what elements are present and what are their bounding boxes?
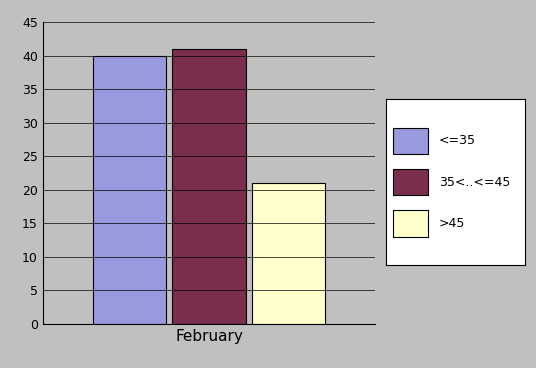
FancyBboxPatch shape bbox=[393, 210, 428, 237]
Bar bbox=[173, 49, 245, 324]
FancyBboxPatch shape bbox=[393, 169, 428, 195]
Text: >45: >45 bbox=[439, 217, 465, 230]
Text: 35<..<=45: 35<..<=45 bbox=[439, 176, 510, 189]
Bar bbox=[252, 183, 325, 324]
Text: <=35: <=35 bbox=[439, 134, 476, 147]
FancyBboxPatch shape bbox=[393, 128, 428, 154]
Bar bbox=[93, 56, 166, 324]
